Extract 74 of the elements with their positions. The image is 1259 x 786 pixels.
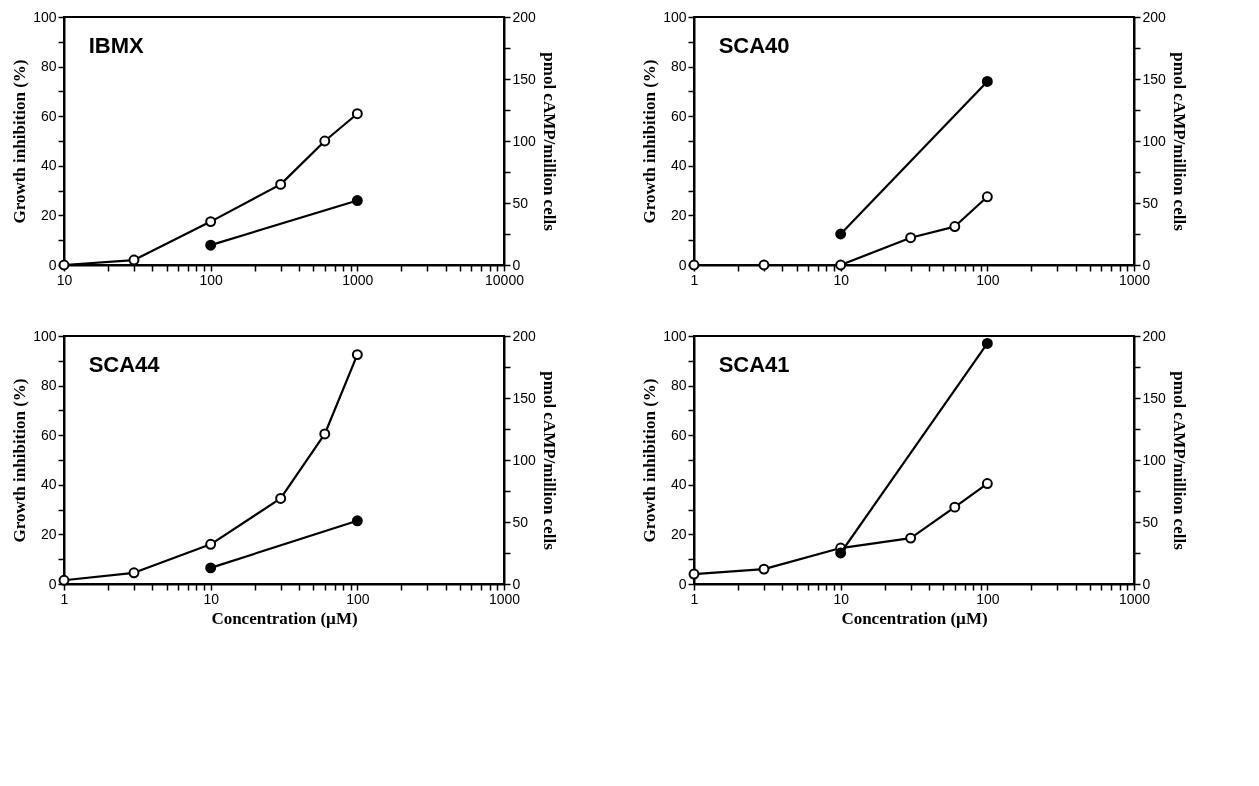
y-tick-label: 100	[33, 8, 57, 25]
y2-axis-title: pmol cAMP/million cells	[539, 52, 559, 232]
x-tick-label: 1000	[488, 590, 521, 607]
y2-axis-title: pmol cAMP/million cells	[1169, 52, 1189, 232]
y2-tick-label: 100	[512, 132, 537, 149]
y-axis-title: Growth inhibition (%)	[10, 59, 30, 224]
y2-tick-label: 200	[512, 8, 537, 25]
y-tick-label: 60	[40, 107, 57, 124]
x-tick-label: 100	[976, 590, 1000, 607]
y-tick-label: 100	[663, 327, 687, 344]
x-tick-label: 100	[346, 590, 370, 607]
y2-tick-label: 150	[512, 389, 537, 406]
y-tick-label: 0	[48, 575, 57, 592]
x-tick-label: 1000	[1118, 271, 1151, 288]
x-tick-label: 10	[203, 590, 220, 607]
y2-tick-label: 150	[1142, 389, 1167, 406]
text: SCA44	[88, 352, 161, 377]
y-tick-label: 0	[678, 256, 687, 273]
text: SCA40	[718, 33, 790, 58]
y-tick-label: 40	[40, 157, 57, 174]
x-tick-label: 1	[690, 271, 699, 288]
y-tick-label: 60	[670, 426, 687, 443]
y-tick-label: 20	[670, 206, 687, 223]
x-tick-label: 1000	[1118, 590, 1151, 607]
y2-tick-label: 0	[512, 256, 521, 273]
y2-tick-label: 0	[512, 575, 521, 592]
y-tick-label: 80	[670, 377, 687, 394]
y2-tick-label: 50	[512, 194, 529, 211]
y-axis-title: Growth inhibition (%)	[640, 378, 660, 543]
y2-tick-label: 50	[512, 513, 529, 530]
y-axis-title: Growth inhibition (%)	[640, 59, 660, 224]
y2-tick-label: 150	[1142, 70, 1167, 87]
y2-tick-label: 200	[1142, 8, 1167, 25]
y-tick-label: 20	[40, 206, 57, 223]
y-tick-label: 20	[670, 525, 687, 542]
x-tick-label: 10000	[485, 271, 525, 288]
y2-tick-label: 200	[1142, 327, 1167, 344]
y-tick-label: 100	[663, 8, 687, 25]
y2-axis-title: pmol cAMP/million cells	[539, 371, 559, 551]
x-tick-label: 100	[976, 271, 1000, 288]
y-tick-label: 80	[670, 58, 687, 75]
y2-tick-label: 50	[1142, 513, 1159, 530]
x-axis-title: Concentration (µM)	[841, 608, 988, 628]
y-tick-label: 80	[40, 377, 57, 394]
x-tick-label: 10	[833, 590, 850, 607]
y2-axis-title: pmol cAMP/million cells	[1169, 371, 1189, 551]
x-tick-label: 100	[199, 271, 224, 288]
text: SCA41	[718, 352, 790, 377]
y2-tick-label: 200	[512, 327, 537, 344]
x-axis-title: Concentration (µM)	[211, 608, 358, 628]
y-tick-label: 40	[670, 476, 687, 493]
y2-tick-label: 0	[1142, 575, 1151, 592]
y2-tick-label: 100	[1142, 132, 1167, 149]
x-tick-label: 1000	[342, 271, 374, 288]
y-tick-label: 0	[678, 575, 687, 592]
y2-tick-label: 100	[512, 451, 537, 468]
y-tick-label: 40	[40, 476, 57, 493]
y2-tick-label: 50	[1142, 194, 1159, 211]
x-tick-label: 10	[56, 271, 73, 288]
x-tick-label: 1	[60, 590, 69, 607]
y-tick-label: 60	[40, 426, 57, 443]
y2-tick-label: 100	[1142, 451, 1167, 468]
y-tick-label: 100	[33, 327, 57, 344]
y-axis-title: Growth inhibition (%)	[10, 378, 30, 543]
y2-tick-label: 0	[1142, 256, 1151, 273]
y-tick-label: 80	[40, 58, 57, 75]
y2-tick-label: 150	[512, 70, 537, 87]
y-tick-label: 60	[670, 107, 687, 124]
x-tick-label: 1	[690, 590, 699, 607]
text: IBMX	[88, 33, 144, 58]
y-tick-label: 0	[48, 256, 57, 273]
y-tick-label: 20	[40, 525, 57, 542]
x-tick-label: 10	[833, 271, 850, 288]
y-tick-label: 40	[670, 157, 687, 174]
